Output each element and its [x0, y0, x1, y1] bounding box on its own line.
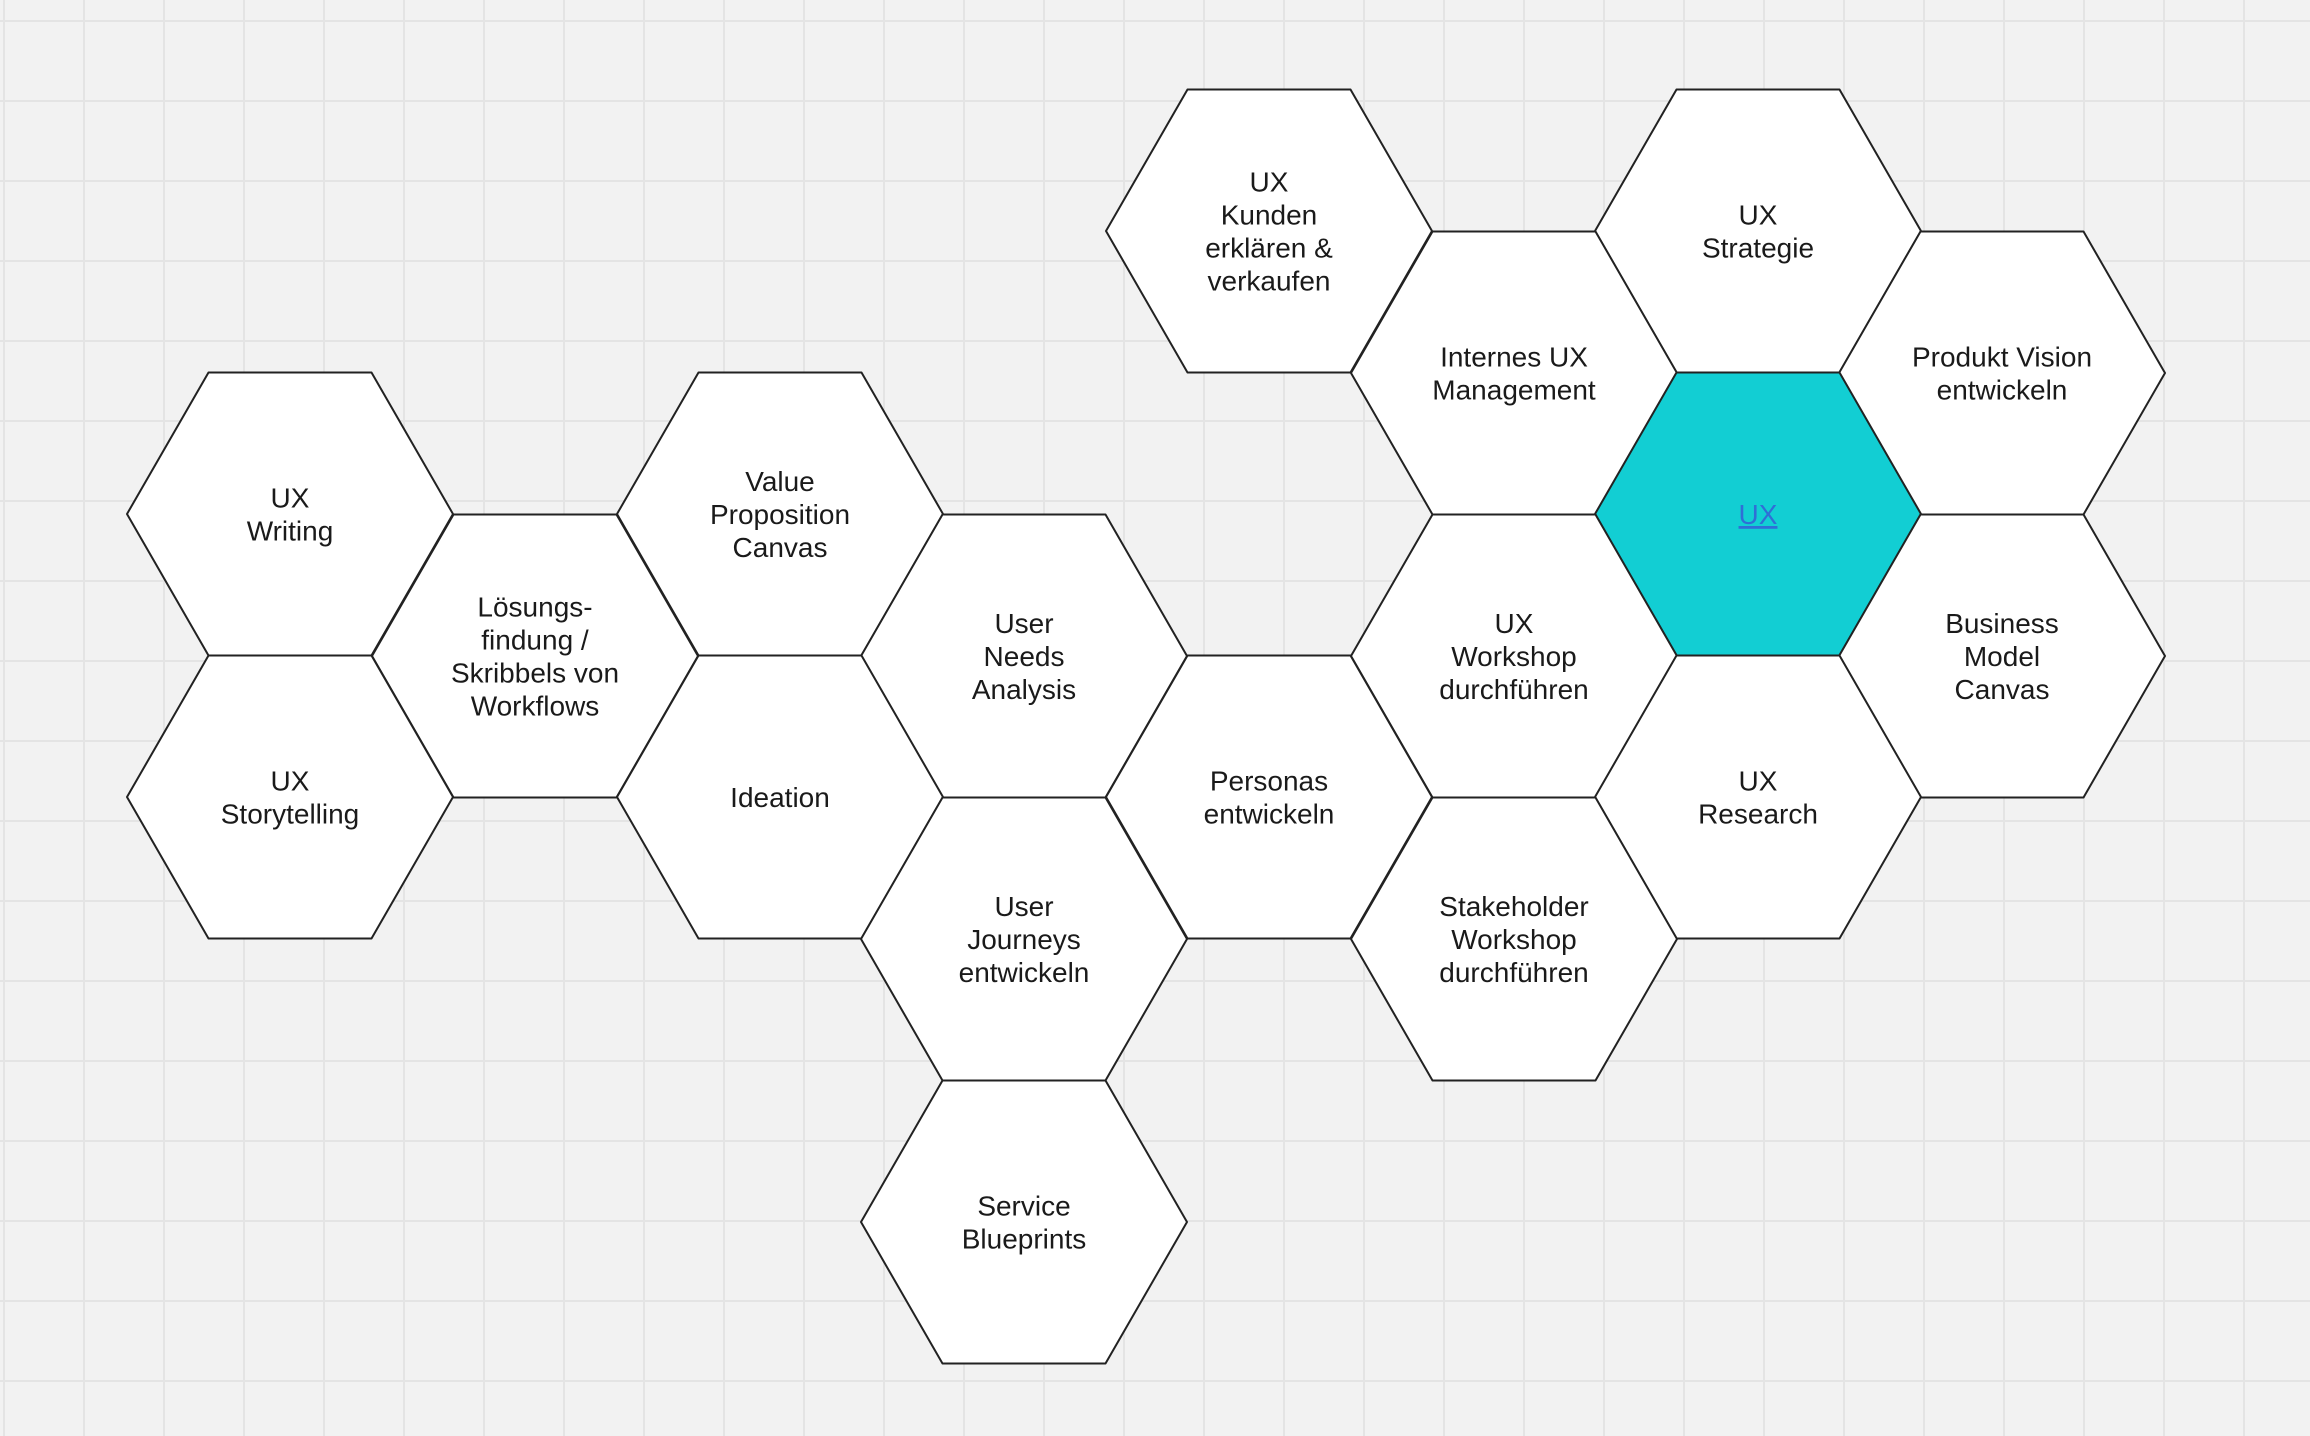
hex-produkt-vision-label-line: Produkt Vision: [1912, 342, 2092, 373]
hex-loesungsfindung-label-line: Workflows: [471, 691, 600, 722]
hex-service-blueprints-label-line: Service: [977, 1191, 1070, 1222]
hex-personas-label-line: Personas: [1210, 766, 1328, 797]
hex-user-journeys-label-line: User: [994, 891, 1053, 922]
hex-ux-writing-label-line: UX: [271, 483, 310, 514]
hex-ux-strategie-label-line: UX: [1739, 200, 1778, 231]
hex-ux-writing-label-line: Writing: [247, 516, 334, 547]
hex-produkt-vision-label-line: entwickeln: [1937, 375, 2068, 406]
hex-user-journeys-label-line: entwickeln: [959, 957, 1090, 988]
hex-ux-kunden-label-line: verkaufen: [1208, 266, 1331, 297]
hex-stakeholder-workshop-label-line: durchführen: [1439, 957, 1588, 988]
hex-internes-ux-management-label-line: Internes UX: [1440, 342, 1588, 373]
hex-ux-storytelling-label-line: Storytelling: [221, 799, 360, 830]
hex-loesungsfindung-label-line: Skribbels von: [451, 658, 619, 689]
hex-user-needs-analysis-label-line: Analysis: [972, 674, 1076, 705]
hex-ux-kunden-label-line: erklären &: [1205, 233, 1333, 264]
hex-stakeholder-workshop-shape[interactable]: [1350, 796, 1678, 1082]
hex-ux-center-label-line[interactable]: UX: [1739, 499, 1778, 530]
hex-user-needs-analysis-label-line: Needs: [984, 641, 1065, 672]
hex-internes-ux-management-label-line: Management: [1432, 375, 1596, 406]
hex-ux-workshop-label-line: Workshop: [1451, 641, 1577, 672]
hex-ux-storytelling-label-line: UX: [271, 766, 310, 797]
hex-ux-research-label-line: Research: [1698, 799, 1818, 830]
hex-value-proposition-canvas-label-line: Proposition: [710, 499, 850, 530]
hex-personas-label-line: entwickeln: [1204, 799, 1335, 830]
hex-value-proposition-canvas-label-line: Value: [745, 466, 815, 497]
hex-service-blueprints-shape[interactable]: [860, 1079, 1188, 1365]
hex-ux-kunden-label-line: UX: [1250, 167, 1289, 198]
hex-ideation-label-line: Ideation: [730, 782, 830, 813]
hex-ideation[interactable]: Ideation: [616, 654, 944, 940]
hex-loesungsfindung-label-line: Lösungs-: [477, 592, 592, 623]
hex-stakeholder-workshop-label-line: Workshop: [1451, 924, 1577, 955]
hex-business-model-canvas-label-line: Model: [1964, 641, 2040, 672]
hex-ux-workshop-label-line: durchführen: [1439, 674, 1588, 705]
hex-ux-storytelling-shape[interactable]: [126, 654, 454, 940]
hex-user-needs-analysis-label-line: User: [994, 608, 1053, 639]
hex-stakeholder-workshop-label-line: Stakeholder: [1439, 891, 1588, 922]
hex-user-journeys-label-line: Journeys: [967, 924, 1081, 955]
hex-service-blueprints-label-line: Blueprints: [962, 1224, 1087, 1255]
hex-ux-workshop-label-line: UX: [1495, 608, 1534, 639]
hex-business-model-canvas-label-line: Business: [1945, 608, 2059, 639]
hex-business-model-canvas-label-line: Canvas: [1955, 674, 2050, 705]
hex-value-proposition-canvas-label-line: Canvas: [733, 532, 828, 563]
hex-loesungsfindung-label-line: findung /: [481, 625, 589, 656]
hex-ux-research-label-line: UX: [1739, 766, 1778, 797]
hex-ux-kunden-label-line: Kunden: [1221, 200, 1318, 231]
hex-ux-strategie-label-line: Strategie: [1702, 233, 1814, 264]
